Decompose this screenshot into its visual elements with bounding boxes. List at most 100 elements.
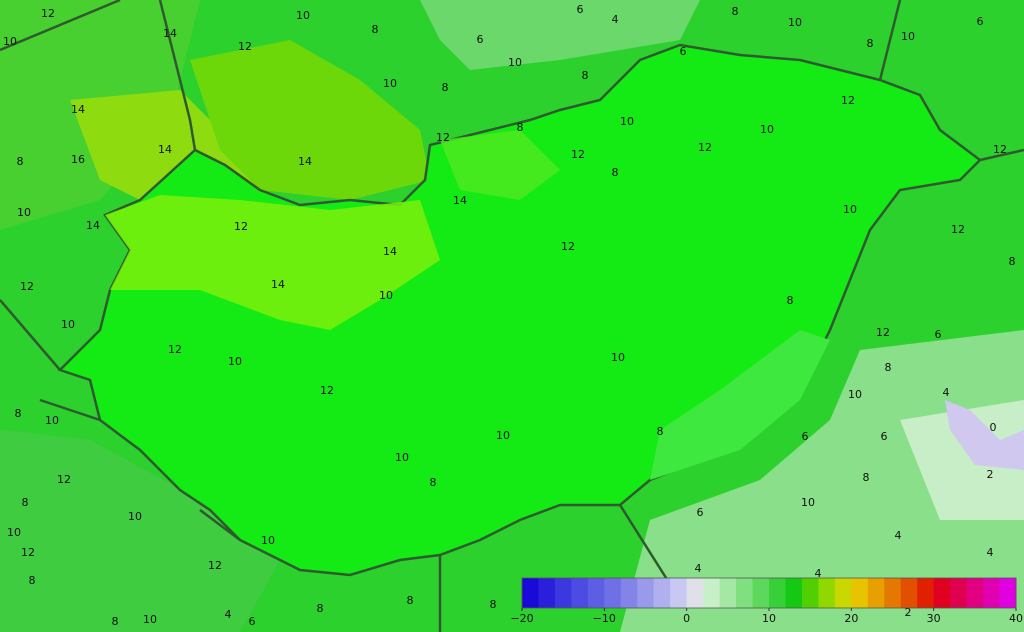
field-region (420, 0, 700, 70)
contour-label: 12 (20, 280, 34, 293)
colorbar-swatch (933, 578, 951, 608)
contour-label: 10 (261, 534, 275, 547)
contour-label: 12 (561, 240, 575, 253)
contour-label: 10 (128, 510, 142, 523)
colorbar: −20 −10 0 10 20 30 40 (510, 577, 1023, 625)
contour-label: 2 (987, 468, 994, 481)
colorbar-swatch (834, 578, 852, 608)
contour-label: 10 (143, 613, 157, 626)
contour-label: 14 (71, 103, 85, 116)
contour-label: 4 (815, 567, 822, 580)
contour-label: 12 (208, 559, 222, 572)
colorbar-swatch (587, 578, 605, 608)
field-region (0, 430, 280, 632)
contour-label: 8 (112, 615, 119, 628)
colorbar-swatch (769, 578, 786, 608)
colorbar-swatch (851, 578, 869, 608)
contour-label: 10 (848, 388, 862, 401)
contour-label: 14 (383, 245, 397, 258)
contour-label: 12 (841, 94, 855, 107)
colorbar-swatch (571, 578, 589, 608)
colorbar-swatch (538, 578, 556, 608)
colorbar-swatch (686, 578, 704, 608)
contour-label: 8 (442, 81, 449, 94)
cool-region (650, 330, 830, 480)
contour-label: 10 (395, 451, 409, 464)
contour-label: 10 (45, 414, 59, 427)
colorbar-swatch (785, 578, 803, 608)
colorbar-swatch (670, 578, 688, 608)
contour-label: 10 (760, 123, 774, 136)
contour-label: 8 (407, 594, 414, 607)
warm-region (105, 195, 440, 330)
contour-label: 8 (317, 602, 324, 615)
contour-label: 12 (876, 326, 890, 339)
contour-label: 2 (905, 606, 912, 619)
contour-label: 6 (935, 328, 942, 341)
contour-label: 8 (22, 496, 29, 509)
colorbar-swatch (604, 578, 622, 608)
contour-label: 8 (15, 407, 22, 420)
contour-label: 0 (990, 421, 997, 434)
colorbar-tick-label: 30 (927, 612, 941, 625)
contour-label: 6 (577, 3, 584, 16)
warm-region (190, 40, 430, 200)
warm-region (440, 130, 560, 200)
contour-label: 4 (225, 608, 232, 621)
colorbar-swatch (801, 578, 819, 608)
contour-label: 8 (657, 425, 664, 438)
colorbar-swatch (983, 578, 1001, 608)
contour-label: 10 (17, 206, 31, 219)
contour-label: 10 (788, 16, 802, 29)
colorbar-swatch (736, 578, 754, 608)
contour-label: 4 (987, 546, 994, 559)
colorbar-swatch (620, 578, 638, 608)
contour-label: 8 (17, 155, 24, 168)
contour-label: 12 (168, 343, 182, 356)
contour-label: 12 (436, 131, 450, 144)
contour-label: 14 (163, 27, 177, 40)
contour-label: 8 (612, 166, 619, 179)
contour-label: 8 (29, 574, 36, 587)
colorbar-swatch (653, 578, 671, 608)
contour-label: 8 (582, 69, 589, 82)
colorbar-tick-label: 0 (683, 612, 690, 625)
contour-label: 8 (490, 598, 497, 611)
contour-label: 10 (296, 9, 310, 22)
colorbar-swatch (900, 578, 918, 608)
colorbar-swatch (966, 578, 984, 608)
contour-label: 14 (86, 219, 100, 232)
contour-label: 6 (249, 615, 256, 628)
country-hungary (57, 43, 982, 577)
contour-label: 10 (7, 526, 21, 539)
contour-label: 8 (430, 476, 437, 489)
contour-label: 10 (508, 56, 522, 69)
cold-region (945, 400, 1024, 470)
contour-label: 10 (379, 289, 393, 302)
contour-label: 8 (885, 361, 892, 374)
contour-label: 12 (698, 141, 712, 154)
colorbar-tick-label: 40 (1009, 612, 1023, 625)
contour-label: 6 (680, 45, 687, 58)
contour-label: 10 (383, 77, 397, 90)
contour-label: 14 (298, 155, 312, 168)
colorbar-swatch (554, 578, 572, 608)
contour-label: 12 (238, 40, 252, 53)
colorbar-swatch (917, 578, 935, 608)
contour-label: 14 (453, 194, 467, 207)
contour-label: 8 (732, 5, 739, 18)
contour-label: 12 (234, 220, 248, 233)
contour-label: 12 (993, 143, 1007, 156)
contour-label: 10 (620, 115, 634, 128)
contour-label: 12 (41, 7, 55, 20)
contour-label: 12 (320, 384, 334, 397)
contour-label: 6 (477, 33, 484, 46)
contour-label: 12 (57, 473, 71, 486)
colorbar-tick-label: −20 (510, 612, 533, 625)
contour-label: 10 (901, 30, 915, 43)
colorbar-swatch (999, 578, 1017, 608)
contour-label: 8 (372, 23, 379, 36)
